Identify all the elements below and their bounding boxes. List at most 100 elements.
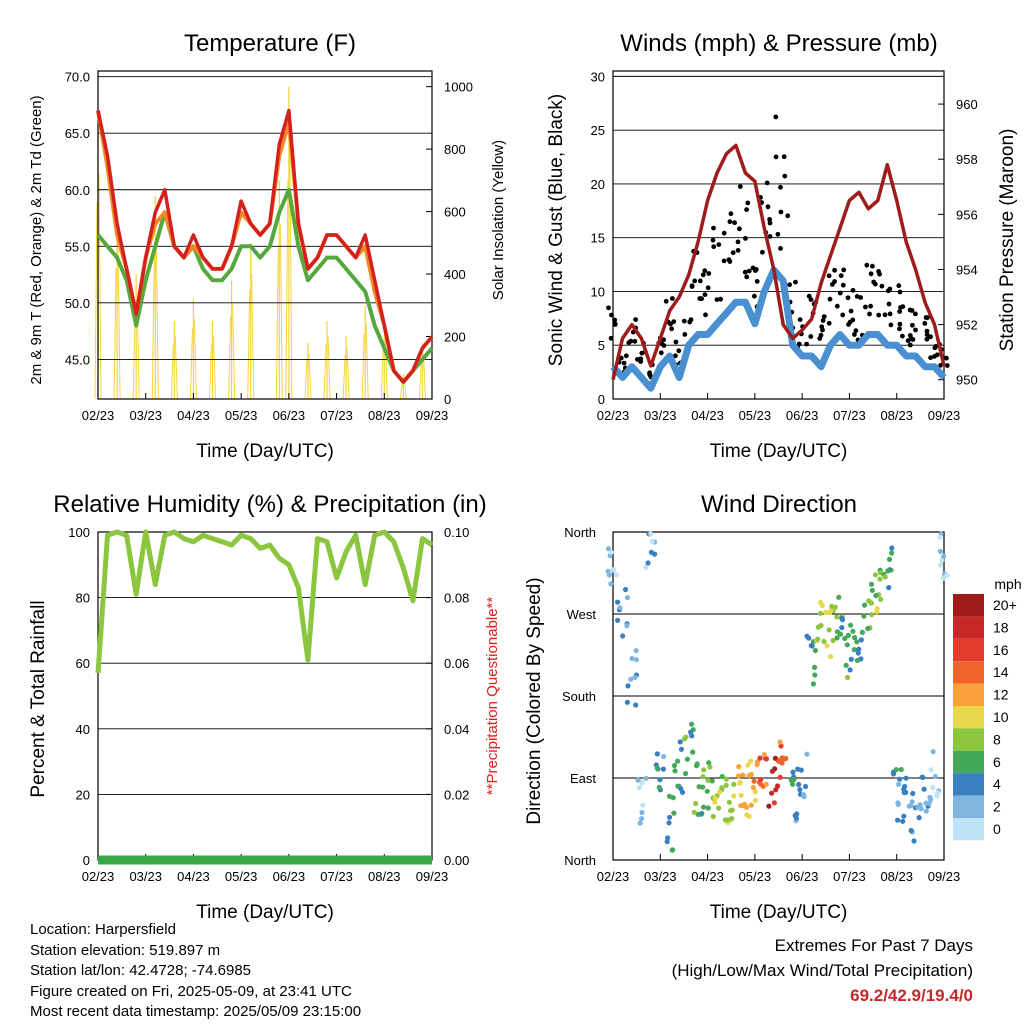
colorbar-label: 0 bbox=[993, 821, 1001, 837]
direction-point bbox=[684, 756, 691, 762]
location-text: Location: Harpersfield bbox=[30, 921, 176, 938]
direction-point bbox=[637, 820, 643, 826]
gust-point bbox=[905, 338, 911, 344]
direction-point bbox=[709, 778, 715, 784]
direction-point bbox=[935, 790, 941, 796]
gust-point bbox=[820, 318, 826, 323]
direction-point bbox=[834, 614, 840, 620]
direction-point bbox=[877, 576, 883, 582]
gust-point bbox=[638, 359, 644, 364]
direction-point bbox=[847, 667, 853, 673]
y-tick-label-3: 60 bbox=[76, 656, 90, 671]
direction-point bbox=[649, 538, 656, 545]
direction-point bbox=[682, 736, 688, 742]
direction-point bbox=[848, 656, 854, 662]
y2-tick-label-3: 0.08 bbox=[444, 591, 469, 606]
x-tick-label-2: 04/23 bbox=[691, 408, 724, 423]
direction-point bbox=[707, 764, 713, 770]
gust-point bbox=[721, 230, 727, 236]
x-axis-label-4: Time (Day/UTC) bbox=[710, 902, 848, 923]
colorbar-swatch bbox=[953, 661, 984, 684]
direction-point bbox=[748, 758, 754, 764]
y-tick-label-4: South bbox=[562, 689, 596, 704]
direction-point bbox=[861, 613, 867, 619]
direction-point bbox=[921, 786, 927, 792]
direction-point bbox=[810, 681, 817, 687]
gust-point bbox=[922, 321, 928, 326]
direction-point bbox=[901, 813, 907, 819]
gust-point bbox=[737, 184, 743, 190]
direction-point bbox=[645, 560, 651, 566]
x-tick-label-2: 09/23 bbox=[928, 408, 961, 423]
colorbar-label: 16 bbox=[993, 642, 1009, 658]
gust-point bbox=[699, 296, 704, 302]
direction-point bbox=[910, 790, 916, 797]
gust-point bbox=[909, 308, 915, 313]
direction-point bbox=[643, 775, 649, 781]
gust-point bbox=[773, 154, 779, 160]
direction-point bbox=[777, 774, 783, 780]
panel-title-2: Winds (mph) & Pressure (mb) bbox=[620, 30, 937, 57]
direction-point bbox=[793, 815, 800, 821]
solar-insolation-mark bbox=[189, 329, 193, 400]
x-tick-label-4: 06/23 bbox=[786, 869, 819, 884]
gust-point bbox=[669, 326, 674, 332]
direction-point bbox=[868, 581, 875, 587]
direction-point bbox=[832, 604, 838, 610]
direction-point bbox=[678, 786, 684, 792]
direction-point bbox=[855, 650, 861, 656]
direction-point bbox=[683, 770, 689, 777]
direction-point bbox=[693, 800, 699, 807]
gust-point bbox=[745, 200, 751, 206]
extremes-title: Extremes For Past 7 Days bbox=[774, 936, 973, 955]
gust-point bbox=[711, 225, 716, 231]
direction-point bbox=[666, 820, 672, 826]
y2-tick-label-1: 1000 bbox=[444, 80, 473, 95]
colorbar-label: 8 bbox=[993, 731, 1001, 747]
gust-point bbox=[714, 297, 720, 302]
solar-insolation-mark bbox=[213, 336, 217, 400]
colorbar-swatch bbox=[953, 616, 984, 639]
gust-point bbox=[735, 239, 741, 245]
extremes-values: 69.2/42.9/19.4/0 bbox=[850, 986, 973, 1005]
direction-point bbox=[796, 781, 802, 788]
x-tick-label-3: 06/23 bbox=[273, 869, 306, 884]
direction-point bbox=[850, 628, 856, 634]
direction-point bbox=[777, 739, 783, 745]
direction-point bbox=[788, 777, 794, 784]
y2-tick-label-2: 960 bbox=[956, 97, 978, 112]
solar-insolation-mark bbox=[323, 344, 327, 400]
x-axis-label-1: Time (Day/UTC) bbox=[196, 441, 334, 462]
gust-point bbox=[845, 295, 851, 301]
gust-point bbox=[621, 360, 627, 366]
direction-point bbox=[771, 800, 778, 806]
gust-point bbox=[832, 279, 837, 284]
x-tick-label-2: 06/23 bbox=[786, 408, 819, 423]
direction-point bbox=[898, 766, 904, 773]
plot-frame-4 bbox=[612, 531, 945, 861]
direction-point bbox=[701, 767, 707, 773]
extremes-box: Extremes For Past 7 Days (High/Low/Max W… bbox=[672, 933, 973, 1008]
direction-point bbox=[797, 787, 803, 793]
gust-point bbox=[606, 305, 611, 311]
direction-point bbox=[769, 790, 775, 796]
direction-point bbox=[694, 763, 700, 769]
direction-point bbox=[761, 752, 767, 758]
direction-point bbox=[843, 662, 849, 669]
y-axis-label-2: Sonic Wind & Gust (Blue, Black) bbox=[546, 94, 567, 366]
direction-point bbox=[790, 769, 796, 775]
gust-point bbox=[732, 220, 737, 226]
gust-point bbox=[692, 278, 698, 284]
direction-point bbox=[895, 801, 901, 808]
x-tick-label-3: 07/23 bbox=[320, 869, 353, 884]
panel-title-4: Wind Direction bbox=[701, 491, 857, 518]
solar-insolation-mark bbox=[151, 256, 155, 400]
solar-insolation-mark bbox=[279, 224, 283, 400]
gust-point bbox=[787, 282, 792, 288]
gust-point bbox=[767, 234, 773, 239]
direction-point bbox=[794, 811, 800, 817]
gust-point bbox=[737, 226, 742, 232]
x-tick-label-1: 03/23 bbox=[129, 408, 162, 423]
gust-point bbox=[848, 308, 854, 314]
direction-point bbox=[670, 847, 676, 853]
